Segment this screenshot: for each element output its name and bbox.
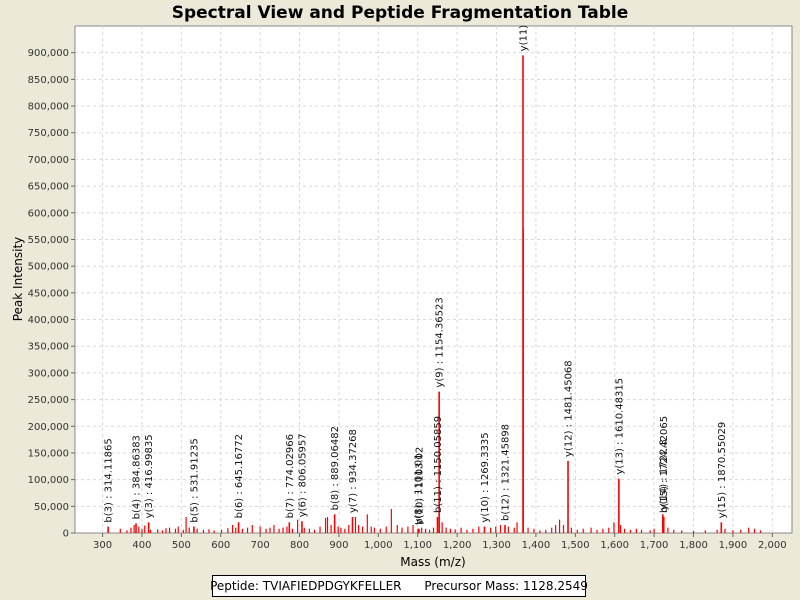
y-tick-label: 150,000 [28,448,69,459]
y-tick-label: 0 [63,529,69,540]
y-tick-label: 250,000 [28,395,69,406]
peak-label: b(15) : 1724.42065 [659,416,670,513]
x-tick-label: 2,000 [758,540,787,551]
y-tick-label: 200,000 [28,422,69,433]
peptide-sequence: TVIAFIEDPDGYKFELLER [262,579,402,593]
x-axis-label: Mass (m/z) [400,555,465,569]
x-tick-label: 800 [290,540,309,551]
grid-layer [75,26,792,533]
peaks-layer [107,55,762,533]
y-tick-label: 550,000 [28,235,69,246]
peptide-label: Peptide: [210,579,259,593]
y-tick-label: 50,000 [34,502,69,513]
peak-label: y(6) : 806.05957 [297,433,308,517]
peak-label: y(3) : 416.99835 [144,434,155,518]
peak-label: b(5) : 531.91235 [189,438,200,522]
x-tick-label: 1,400 [522,540,551,551]
y-tick-label: 750,000 [28,128,69,139]
y-tick-label: 600,000 [28,208,69,219]
y-tick-label: 650,000 [28,182,69,193]
x-tick-label: 1,000 [364,540,393,551]
x-tick-label: 600 [211,540,230,551]
y-tick-label: 900,000 [28,48,69,59]
y-tick-label: 100,000 [28,475,69,486]
peak-label: y(12) : 1481.45068 [564,360,575,457]
peak-label: b(6) : 645.16772 [234,434,245,518]
y-axis-label: Peak Intensity [11,237,25,322]
chart-title: Spectral View and Peptide Fragmentation … [171,3,629,23]
precursor-mass-label: Precursor Mass: [424,579,520,593]
y-tick-label: 800,000 [28,102,69,113]
x-tick-label: 300 [93,540,112,551]
x-tick-label: 700 [251,540,270,551]
precursor-mass-value: 1128.2549 [523,579,588,593]
x-tick-label: 1,700 [640,540,669,551]
y-tick-label: 350,000 [28,342,69,353]
y-tick-label: 850,000 [28,75,69,86]
y-tick-label: 700,000 [28,155,69,166]
y-axis: 0 50,000 100,000 150,000 200,000 250,000 300,0… [28,48,75,540]
x-axis: 300 400 500 600 700 800 900 1,000 1,100 1,200 1,30… [93,533,787,551]
x-tick-label: 1,100 [403,540,432,551]
peak-label: b(12) : 1321.45898 [500,424,511,521]
peak-label: b(4) : 384.86383 [132,435,143,519]
y-tick-label: 400,000 [28,315,69,326]
x-tick-label: 400 [132,540,151,551]
x-tick-label: 1,300 [482,540,511,551]
x-tick-label: 1,800 [679,540,708,551]
x-tick-label: 1,500 [561,540,590,551]
x-tick-label: 900 [329,540,348,551]
x-tick-label: 1,900 [719,540,748,551]
y-tick-label: 300,000 [28,368,69,379]
peak-label: b(8) : 889.06482 [330,426,341,510]
y-tick-label: 450,000 [28,288,69,299]
peak-label: b(7) : 774.02966 [285,434,296,518]
peak-label: y(14) : 1722.3 [658,439,669,510]
y-tick-label: 500,000 [28,262,69,273]
x-tick-label: 1,200 [443,540,472,551]
peak-label: b(11) : 1150.05859 [433,416,444,513]
peak-label: y(7) : 934.37268 [348,429,359,513]
x-tick-label: 1,600 [600,540,629,551]
peptide-info-box: Peptide: TVIAFIEDPDGYKFELLER Precursor M… [210,575,588,597]
peak-label: y(10) : 1269.3335 [480,432,491,522]
peak-label: y(15) : 1870.55029 [717,422,728,519]
plot-area [74,25,793,534]
peak-label: b(3) : 314.11865 [104,438,115,522]
peak-label: y(13) : 1610.48315 [614,378,625,475]
peak-label: y(11) [519,25,530,52]
peak-label: y(9) : 1154.36523 [435,297,446,387]
x-tick-label: 500 [172,540,191,551]
peak-label: b(10) : 1103.02 [414,447,425,525]
peak-label: y(8) : 1101.01 [414,454,425,525]
annotations-layer: b(3) : 314.11865 b(4) : 384.86383 y(3) : 4… [104,25,728,525]
